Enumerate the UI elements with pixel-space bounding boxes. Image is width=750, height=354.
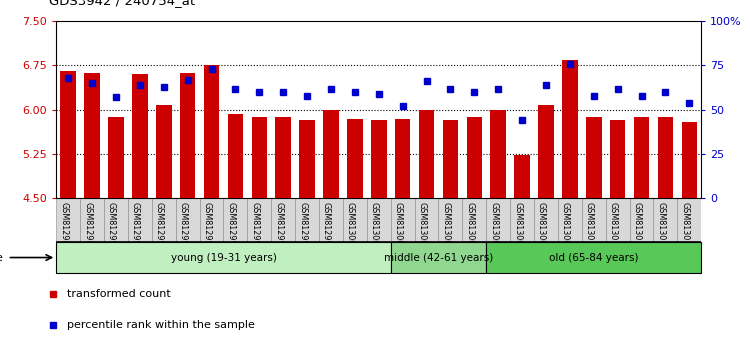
Bar <box>415 198 439 242</box>
Bar <box>586 118 602 198</box>
Bar <box>653 198 677 242</box>
Bar <box>677 198 701 242</box>
Bar <box>56 242 391 273</box>
Bar <box>128 198 152 242</box>
Bar <box>486 198 510 242</box>
Bar <box>84 73 100 198</box>
Bar <box>296 198 319 242</box>
Bar <box>391 198 415 242</box>
Text: GSM812990: GSM812990 <box>107 202 116 250</box>
Bar <box>132 74 148 198</box>
Text: GSM813010: GSM813010 <box>585 202 594 250</box>
Text: GSM813002: GSM813002 <box>394 202 403 250</box>
Bar <box>248 198 272 242</box>
Text: percentile rank within the sample: percentile rank within the sample <box>67 320 254 330</box>
Bar <box>343 198 367 242</box>
Text: GSM812999: GSM812999 <box>322 202 331 251</box>
Text: GSM813009: GSM813009 <box>561 202 570 250</box>
Text: middle (42-61 years): middle (42-61 years) <box>384 252 493 263</box>
Text: GSM812988: GSM812988 <box>59 202 68 250</box>
Text: transformed count: transformed count <box>67 289 170 299</box>
Bar <box>462 198 486 242</box>
Text: GSM813006: GSM813006 <box>489 202 498 250</box>
Bar <box>224 198 248 242</box>
Bar <box>228 114 243 198</box>
Bar <box>562 59 578 198</box>
Bar <box>299 120 315 198</box>
Bar <box>629 198 653 242</box>
Bar <box>439 198 462 242</box>
Bar <box>319 198 343 242</box>
Text: GSM812997: GSM812997 <box>274 202 284 251</box>
Bar <box>442 120 458 198</box>
Bar <box>490 110 506 198</box>
Text: GSM812993: GSM812993 <box>178 202 188 250</box>
Bar <box>80 198 104 242</box>
Bar <box>200 198 223 242</box>
Bar <box>582 198 606 242</box>
Bar <box>347 119 363 198</box>
Bar <box>275 117 291 198</box>
Bar <box>104 198 128 242</box>
Bar <box>538 105 554 198</box>
Bar <box>56 198 80 242</box>
Text: GSM812998: GSM812998 <box>298 202 307 250</box>
Bar <box>371 120 386 198</box>
Text: GSM813012: GSM813012 <box>632 202 641 250</box>
Bar <box>606 198 629 242</box>
Bar <box>658 118 674 198</box>
Text: GSM813004: GSM813004 <box>442 202 451 250</box>
Bar <box>514 155 529 198</box>
Text: GSM812995: GSM812995 <box>226 202 236 251</box>
Text: young (19-31 years): young (19-31 years) <box>170 252 277 263</box>
Bar <box>534 198 558 242</box>
Bar <box>156 105 172 198</box>
Text: GSM813005: GSM813005 <box>465 202 474 250</box>
Bar <box>251 118 267 198</box>
Bar <box>682 121 697 198</box>
Text: GSM813013: GSM813013 <box>656 202 665 250</box>
Bar <box>486 242 701 273</box>
Bar <box>395 119 410 198</box>
Bar <box>180 73 196 198</box>
Bar <box>204 65 219 198</box>
Bar <box>466 118 482 198</box>
Bar <box>152 198 176 242</box>
Text: GSM812991: GSM812991 <box>130 202 140 250</box>
Text: GSM813014: GSM813014 <box>680 202 689 250</box>
Text: GSM813003: GSM813003 <box>418 202 427 250</box>
Text: GSM812996: GSM812996 <box>251 202 260 250</box>
Bar <box>391 242 486 273</box>
Bar <box>510 198 534 242</box>
Bar <box>634 118 650 198</box>
Text: GSM812994: GSM812994 <box>202 202 211 250</box>
Text: GDS3942 / 240754_at: GDS3942 / 240754_at <box>49 0 195 7</box>
Bar <box>176 198 200 242</box>
Text: old (65-84 years): old (65-84 years) <box>549 252 638 263</box>
Bar <box>323 110 339 198</box>
Text: age: age <box>0 252 4 263</box>
Bar <box>272 198 296 242</box>
Text: GSM813000: GSM813000 <box>346 202 355 250</box>
Text: GSM813007: GSM813007 <box>513 202 522 250</box>
Text: GSM813001: GSM813001 <box>370 202 379 250</box>
Bar <box>610 120 626 198</box>
Bar <box>108 118 124 198</box>
Bar <box>367 198 391 242</box>
Text: GSM813008: GSM813008 <box>537 202 546 250</box>
Bar <box>558 198 582 242</box>
Text: GSM812992: GSM812992 <box>154 202 164 251</box>
Text: GSM813011: GSM813011 <box>609 202 618 250</box>
Text: GSM812989: GSM812989 <box>83 202 92 250</box>
Bar <box>61 72 76 198</box>
Bar <box>419 110 434 198</box>
